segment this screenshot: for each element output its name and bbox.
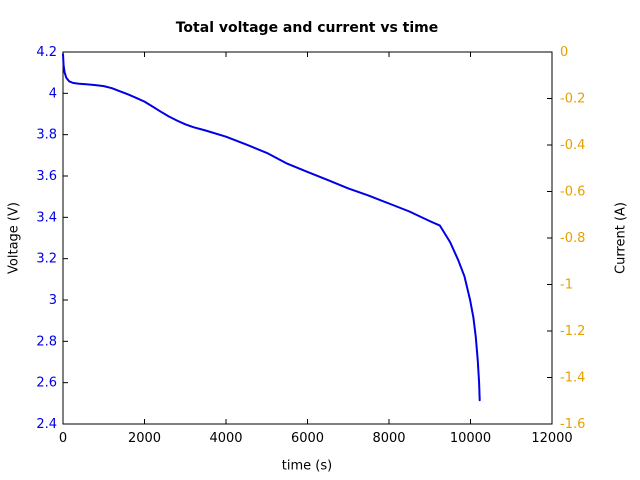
y2-tick-label: -1.6 [560, 417, 585, 432]
y2-tick-label: -0.4 [560, 138, 585, 153]
y2-tick-label: 0 [560, 45, 568, 60]
x-tick-label: 8000 [372, 431, 405, 446]
y-tick-label: 2.8 [36, 334, 57, 349]
x-tick-label: 4000 [209, 431, 242, 446]
x-tick-label: 10000 [450, 431, 491, 446]
x-tick-label: 12000 [531, 431, 572, 446]
y2-tick-label: -0.8 [560, 231, 585, 246]
chart-title: Total voltage and current vs time [175, 20, 439, 36]
y2-tick-label: -1.2 [560, 324, 585, 339]
y-tick-label: 4.2 [36, 45, 57, 60]
y-tick-label: 3.2 [36, 252, 57, 267]
y-tick-label: 4 [49, 86, 57, 101]
y2-tick-label: -0.6 [560, 185, 585, 200]
x-tick-label: 2000 [128, 431, 161, 446]
x-tick-label: 0 [59, 431, 67, 446]
y2-tick-label: -1.4 [560, 371, 585, 386]
y-tick-label: 3.8 [36, 128, 57, 143]
y2-tick-label: -1 [560, 278, 573, 293]
y-tick-label: 2.4 [36, 417, 57, 432]
y-tick-label: 3.4 [36, 210, 57, 225]
x-tick-label: 6000 [291, 431, 324, 446]
y-tick-label: 3.6 [36, 169, 57, 184]
y2-tick-label: -0.2 [560, 92, 585, 107]
voltage-curve [62, 53, 481, 402]
y-tick-label: 3 [49, 293, 57, 308]
y-tick-label: 2.6 [36, 376, 57, 391]
x-axis-label: time (s) [281, 458, 333, 474]
